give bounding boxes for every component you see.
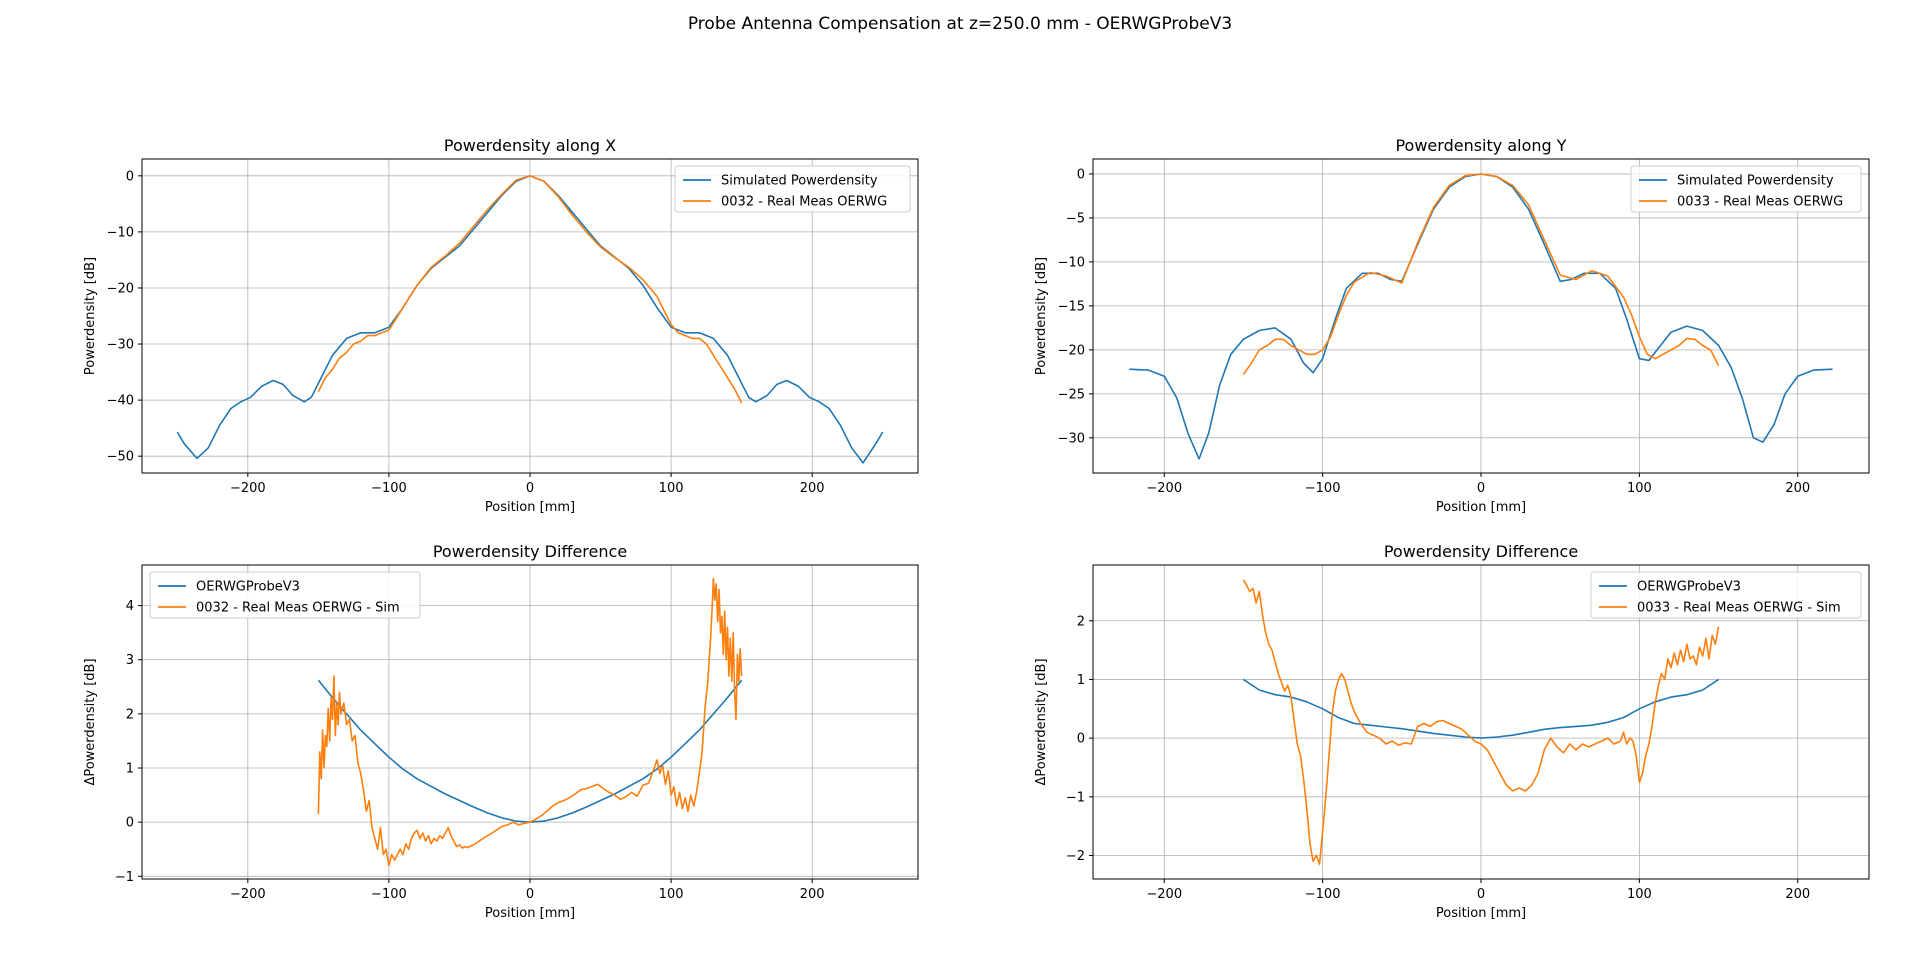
subplot-title: Powerdensity Difference	[433, 542, 627, 561]
legend-label-1: OERWGProbeV3	[1637, 580, 1741, 595]
series-line-1	[1242, 678, 1720, 739]
series-line-2	[1242, 173, 1720, 375]
x-tick-label: −100	[371, 481, 407, 496]
x-tick-label: −200	[230, 887, 266, 902]
x-tick-label: −200	[1146, 887, 1182, 902]
y-axis-label: ΔPowerdensity [dB]	[1034, 658, 1049, 785]
y-tick-label: −15	[1058, 299, 1085, 314]
legend-label-1: Simulated Powerdensity	[721, 174, 878, 189]
x-tick-label: 100	[659, 481, 684, 496]
series-line-2	[1242, 579, 1720, 866]
x-tick-label: −100	[1305, 481, 1341, 496]
subplot-title: Powerdensity along Y	[1395, 136, 1566, 155]
subplot-1: −200 −100 0 100 200 0 −10 −20 −30 −40 −50 Powerdens…	[83, 136, 919, 515]
y-axis-label: Powerdensity [dB]	[83, 257, 98, 375]
y-tick-label: 1	[1077, 673, 1085, 688]
y-tick-label: −2	[1066, 849, 1085, 864]
legend-label-2: 0032 - Real Meas OERWG	[721, 195, 887, 210]
x-tick-label: 0	[1477, 887, 1485, 902]
y-axis-label: ΔPowerdensity [dB]	[83, 658, 98, 785]
series-line-2	[317, 577, 743, 867]
legend-label-1: OERWGProbeV3	[196, 580, 300, 595]
y-tick-label: −40	[107, 394, 134, 409]
y-tick-label: −10	[1058, 255, 1085, 270]
y-tick-label: −20	[107, 281, 134, 296]
legend-label-2: 0032 - Real Meas OERWG - Sim	[196, 601, 400, 616]
y-tick-label: −30	[107, 338, 134, 353]
subplot-2: −200 −100 0 100 200 0 −5 −10 −15 −20 −25 −30 Powerde…	[1034, 136, 1870, 515]
legend-label-1: Simulated Powerdensity	[1677, 174, 1834, 189]
figure-suptitle: Probe Antenna Compensation at z=250.0 mm…	[687, 14, 1233, 34]
y-tick-label: 0	[126, 169, 134, 184]
subplot-4: −200 −100 0 100 200 −2 −1 0 1 2 Powerdensity Diffe…	[1034, 542, 1870, 921]
x-tick-label: 200	[800, 887, 825, 902]
y-tick-label: 1	[126, 762, 134, 777]
x-tick-label: −100	[1305, 887, 1341, 902]
x-tick-label: −100	[371, 887, 407, 902]
y-tick-label: 0	[126, 816, 134, 831]
x-axis-label: Position [mm]	[485, 500, 575, 515]
y-tick-label: 3	[126, 653, 134, 668]
legend-label-2: 0033 - Real Meas OERWG - Sim	[1637, 601, 1841, 616]
legend-box	[674, 165, 911, 213]
y-tick-label: −20	[1058, 343, 1085, 358]
y-axis-label: Powerdensity [dB]	[1034, 257, 1049, 375]
y-tick-label: −1	[115, 870, 134, 885]
legend-label-2: 0033 - Real Meas OERWG	[1677, 195, 1843, 210]
x-tick-label: 200	[1785, 887, 1810, 902]
subplot-title: Powerdensity Difference	[1384, 542, 1578, 561]
x-tick-label: 100	[1627, 481, 1652, 496]
legend: OERWGProbeV3 0032 - Real Meas OERWG - Sim	[149, 571, 421, 619]
y-tick-label: −5	[1066, 211, 1085, 226]
legend: Simulated Powerdensity 0032 - Real Meas O…	[674, 165, 911, 213]
x-axis-label: Position [mm]	[1436, 500, 1526, 515]
y-tick-label: −30	[1058, 431, 1085, 446]
x-tick-label: 100	[659, 887, 684, 902]
x-tick-label: −200	[1146, 481, 1182, 496]
x-tick-label: 200	[1785, 481, 1810, 496]
x-tick-label: −200	[230, 481, 266, 496]
subplot-title: Powerdensity along X	[444, 136, 616, 155]
y-tick-label: −50	[107, 450, 134, 465]
legend: OERWGProbeV3 0033 - Real Meas OERWG - Sim	[1590, 571, 1862, 619]
y-tick-label: 2	[126, 707, 134, 722]
legend-box	[149, 571, 421, 619]
x-tick-label: 0	[526, 481, 534, 496]
legend-box	[1590, 571, 1862, 619]
x-axis-label: Position [mm]	[1436, 906, 1526, 921]
legend: Simulated Powerdensity 0033 - Real Meas O…	[1630, 165, 1862, 213]
x-tick-label: 200	[800, 481, 825, 496]
legend-box	[1630, 165, 1862, 213]
subplot-3: −200 −100 0 100 200 −1 0 1 2 3 4 Powerdensity Diffe…	[83, 542, 919, 921]
y-tick-label: 4	[126, 599, 134, 614]
y-tick-label: −25	[1058, 387, 1085, 402]
x-axis-label: Position [mm]	[485, 906, 575, 921]
y-tick-label: 2	[1077, 614, 1085, 629]
x-tick-label: 0	[526, 887, 534, 902]
series-line-2	[317, 175, 743, 404]
y-tick-label: 0	[1077, 167, 1085, 182]
y-tick-label: −10	[107, 225, 134, 240]
x-tick-label: 100	[1627, 887, 1652, 902]
y-tick-label: 0	[1077, 732, 1085, 747]
y-tick-label: −1	[1066, 790, 1085, 805]
x-tick-label: 0	[1477, 481, 1485, 496]
